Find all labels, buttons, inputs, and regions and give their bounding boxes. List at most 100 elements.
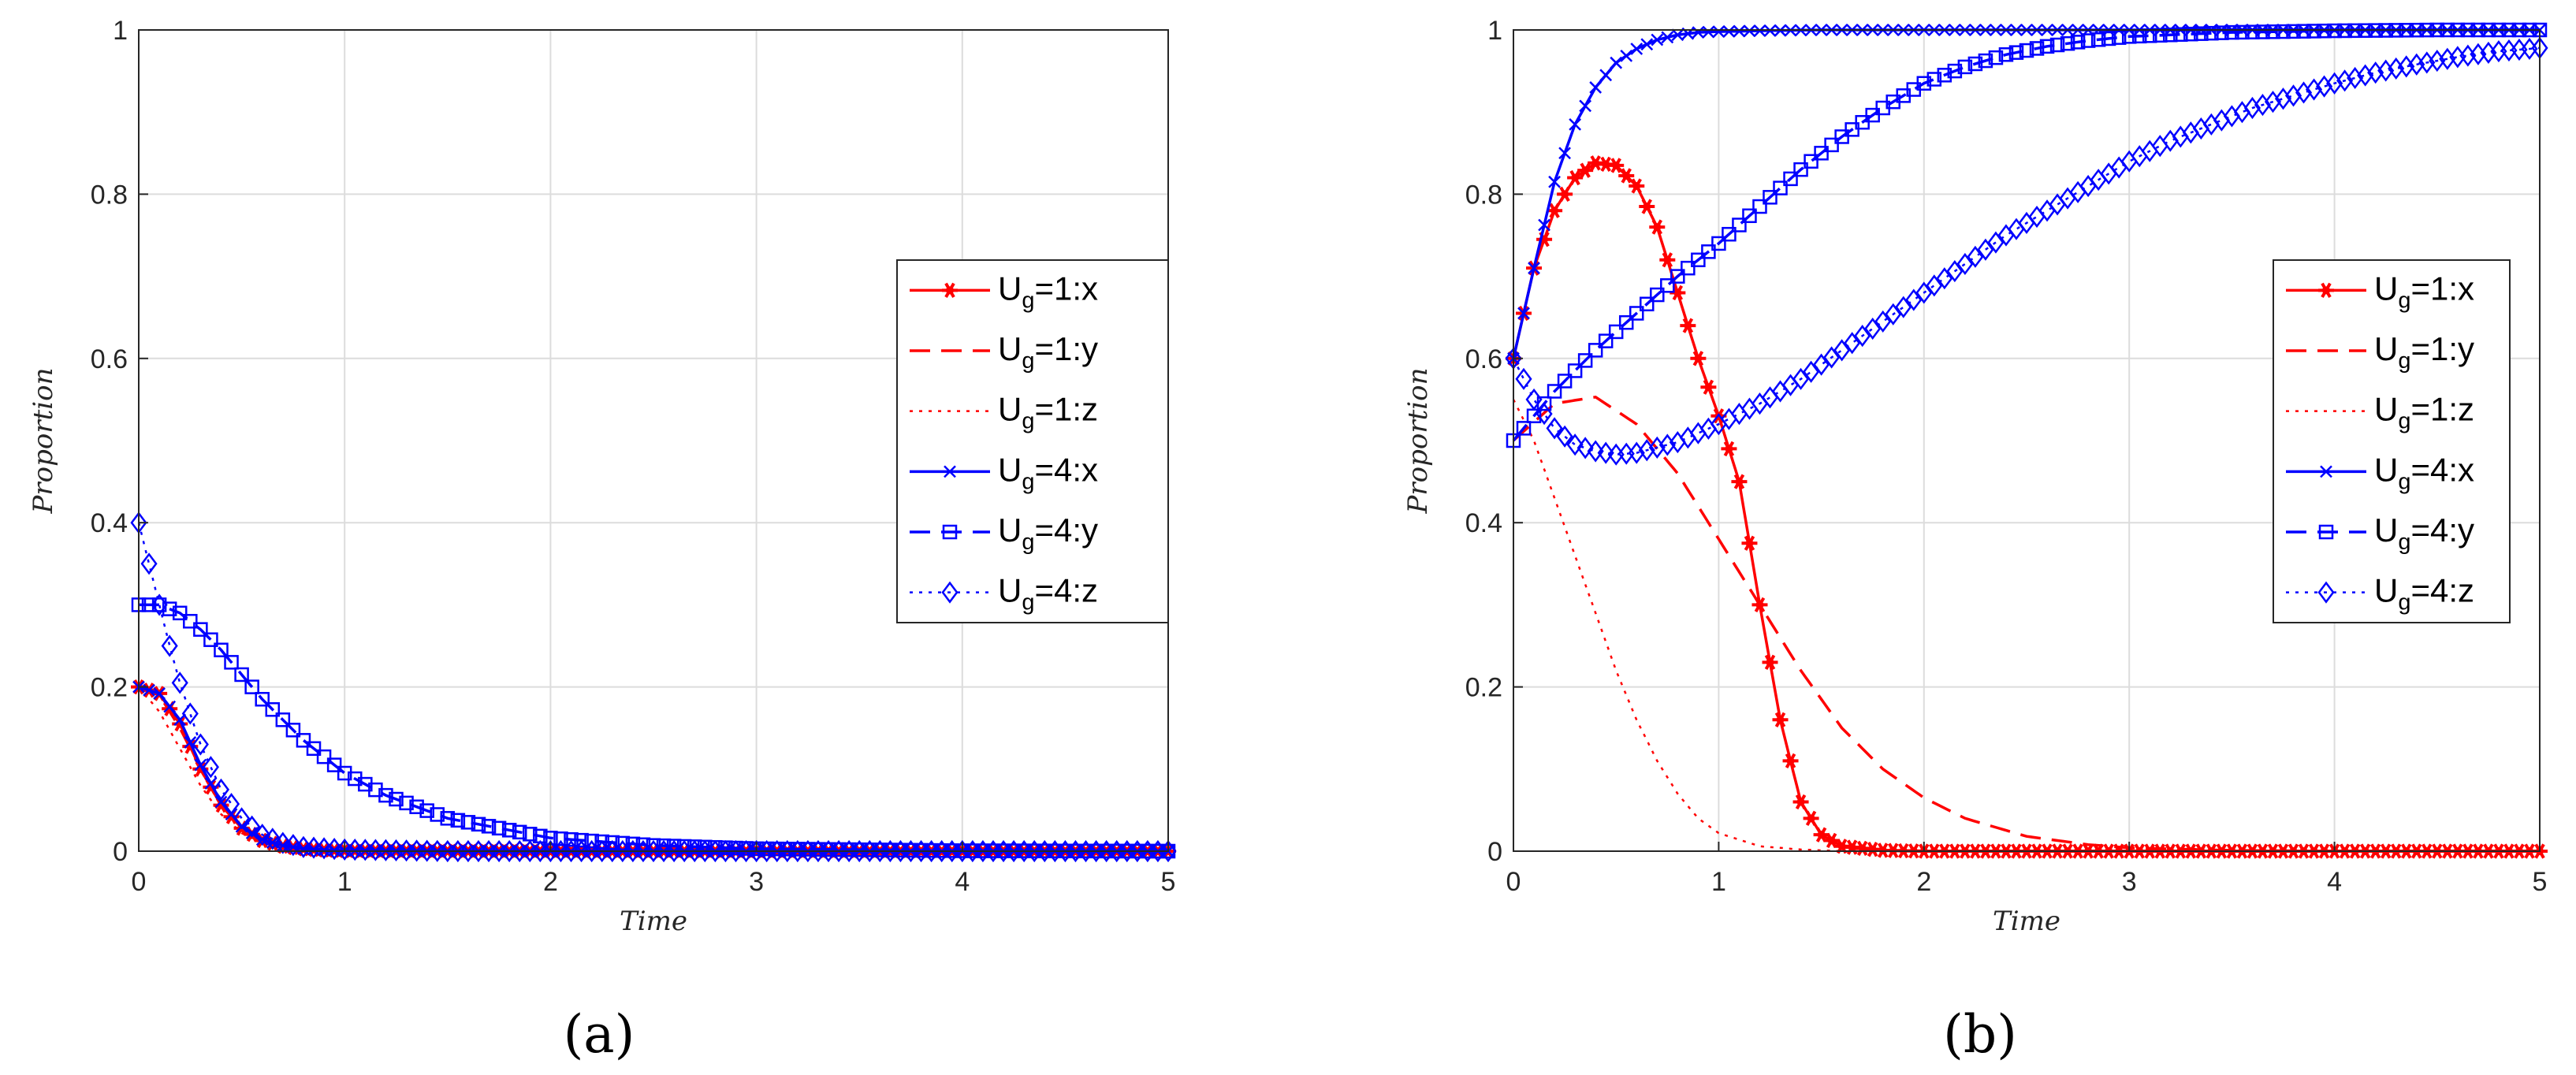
data-point xyxy=(1987,231,2005,254)
data-point xyxy=(1649,219,1666,235)
legend-marker xyxy=(2318,282,2334,298)
data-point xyxy=(1629,306,1644,321)
data-point xyxy=(2008,45,2024,60)
legend-label: Ug=4:y xyxy=(998,511,1098,555)
panel-a: 0 1 2 3 4 5 0 0.2 0.4 0.6 0.8 1 Time Proportion Ug=1:x… xyxy=(28,16,1177,1065)
data-point xyxy=(1546,417,1563,440)
data-point xyxy=(1722,24,1736,38)
x-tick-label: 5 xyxy=(1161,867,1176,897)
legend-marker xyxy=(2320,465,2332,478)
data-point xyxy=(1732,218,1747,232)
data-point xyxy=(2254,93,2272,117)
panel-b: 0 1 2 3 4 5 0 0.2 0.4 0.6 0.8 1 Time Proportion Ug=1:x… xyxy=(1402,16,2548,1065)
data-point xyxy=(1567,169,1584,186)
data-point xyxy=(1721,441,1737,457)
data-point xyxy=(553,831,568,846)
legend-label: Ug=1:z xyxy=(2374,391,2474,434)
data-point xyxy=(471,816,486,832)
y-tick-label: 0.4 xyxy=(1465,508,1502,538)
data-point xyxy=(1618,314,1634,330)
x-tick-label: 2 xyxy=(543,867,558,897)
data-point xyxy=(1926,72,1942,87)
legend-marker xyxy=(944,465,956,478)
data-point xyxy=(1967,245,1984,268)
data-point xyxy=(1160,839,1177,863)
data-point xyxy=(315,837,333,860)
data-point xyxy=(173,713,187,727)
data-point xyxy=(2295,81,2313,104)
data-point xyxy=(1804,154,1818,169)
data-point xyxy=(2029,41,2045,56)
series-line-Ug=4:z xyxy=(1512,46,2541,456)
data-point xyxy=(378,787,393,803)
data-point xyxy=(1793,162,1808,177)
x-tick-label: 0 xyxy=(132,867,147,897)
data-point xyxy=(224,655,239,670)
y-tick-label: 0 xyxy=(1487,837,1502,867)
data-point xyxy=(1660,278,1675,293)
data-point xyxy=(1742,208,1757,224)
data-point xyxy=(255,691,270,707)
data-point xyxy=(460,815,476,830)
data-point xyxy=(1926,274,1943,297)
data-point xyxy=(233,807,251,830)
data-point xyxy=(2183,26,2198,42)
data-point xyxy=(1516,421,1532,436)
data-point xyxy=(1741,535,1758,551)
data-point xyxy=(1947,63,1963,79)
data-point xyxy=(183,613,198,629)
x-tick-label: 3 xyxy=(2122,867,2137,897)
data-point xyxy=(2080,33,2096,48)
data-point xyxy=(2327,23,2342,39)
data-point xyxy=(1630,43,1644,55)
data-point xyxy=(1557,186,1573,203)
legend-label: Ug=1:z xyxy=(998,391,1098,434)
data-point xyxy=(1659,252,1676,268)
data-point xyxy=(2255,24,2270,39)
data-point xyxy=(1517,307,1530,320)
data-point xyxy=(265,702,281,717)
data-point xyxy=(244,815,261,838)
data-point xyxy=(2070,35,2086,50)
data-point xyxy=(2286,24,2301,39)
data-point xyxy=(1589,81,1603,94)
x-tick-label: 3 xyxy=(749,867,764,897)
data-point xyxy=(1792,367,1810,390)
data-point xyxy=(2173,27,2188,42)
panel-label: (a) xyxy=(564,1004,635,1065)
data-point xyxy=(1792,794,1809,810)
data-point xyxy=(2284,84,2302,107)
y-tick-label: 0 xyxy=(113,837,128,867)
x-tick-label: 4 xyxy=(955,867,970,897)
data-point xyxy=(1763,190,1778,205)
data-point xyxy=(450,813,466,828)
data-point xyxy=(2214,25,2229,40)
data-point xyxy=(594,834,609,850)
data-point xyxy=(1599,69,1613,82)
data-point xyxy=(1577,353,1593,368)
data-point xyxy=(1567,363,1583,378)
data-point xyxy=(1588,343,1603,358)
data-point xyxy=(1608,324,1624,340)
data-point xyxy=(1691,252,1706,268)
x-tick-label: 5 xyxy=(2533,867,2548,897)
series-Ug=4:z xyxy=(130,511,1177,863)
data-point xyxy=(2060,35,2075,51)
data-point xyxy=(2101,31,2116,46)
data-point xyxy=(2305,78,2323,101)
data-point xyxy=(1547,203,1563,218)
data-point xyxy=(163,700,177,713)
data-point xyxy=(1700,379,1717,395)
data-point xyxy=(1640,38,1654,51)
legend-box xyxy=(896,259,1169,623)
legend-box xyxy=(2273,259,2511,623)
data-point xyxy=(2296,24,2311,39)
data-point xyxy=(1671,28,1684,42)
data-point xyxy=(2264,91,2282,113)
data-point xyxy=(2316,75,2333,98)
y-tick-label: 0.4 xyxy=(91,508,128,538)
data-point xyxy=(2019,43,2034,58)
data-point xyxy=(1864,317,1882,340)
data-point xyxy=(1639,199,1655,214)
data-point xyxy=(203,632,218,647)
